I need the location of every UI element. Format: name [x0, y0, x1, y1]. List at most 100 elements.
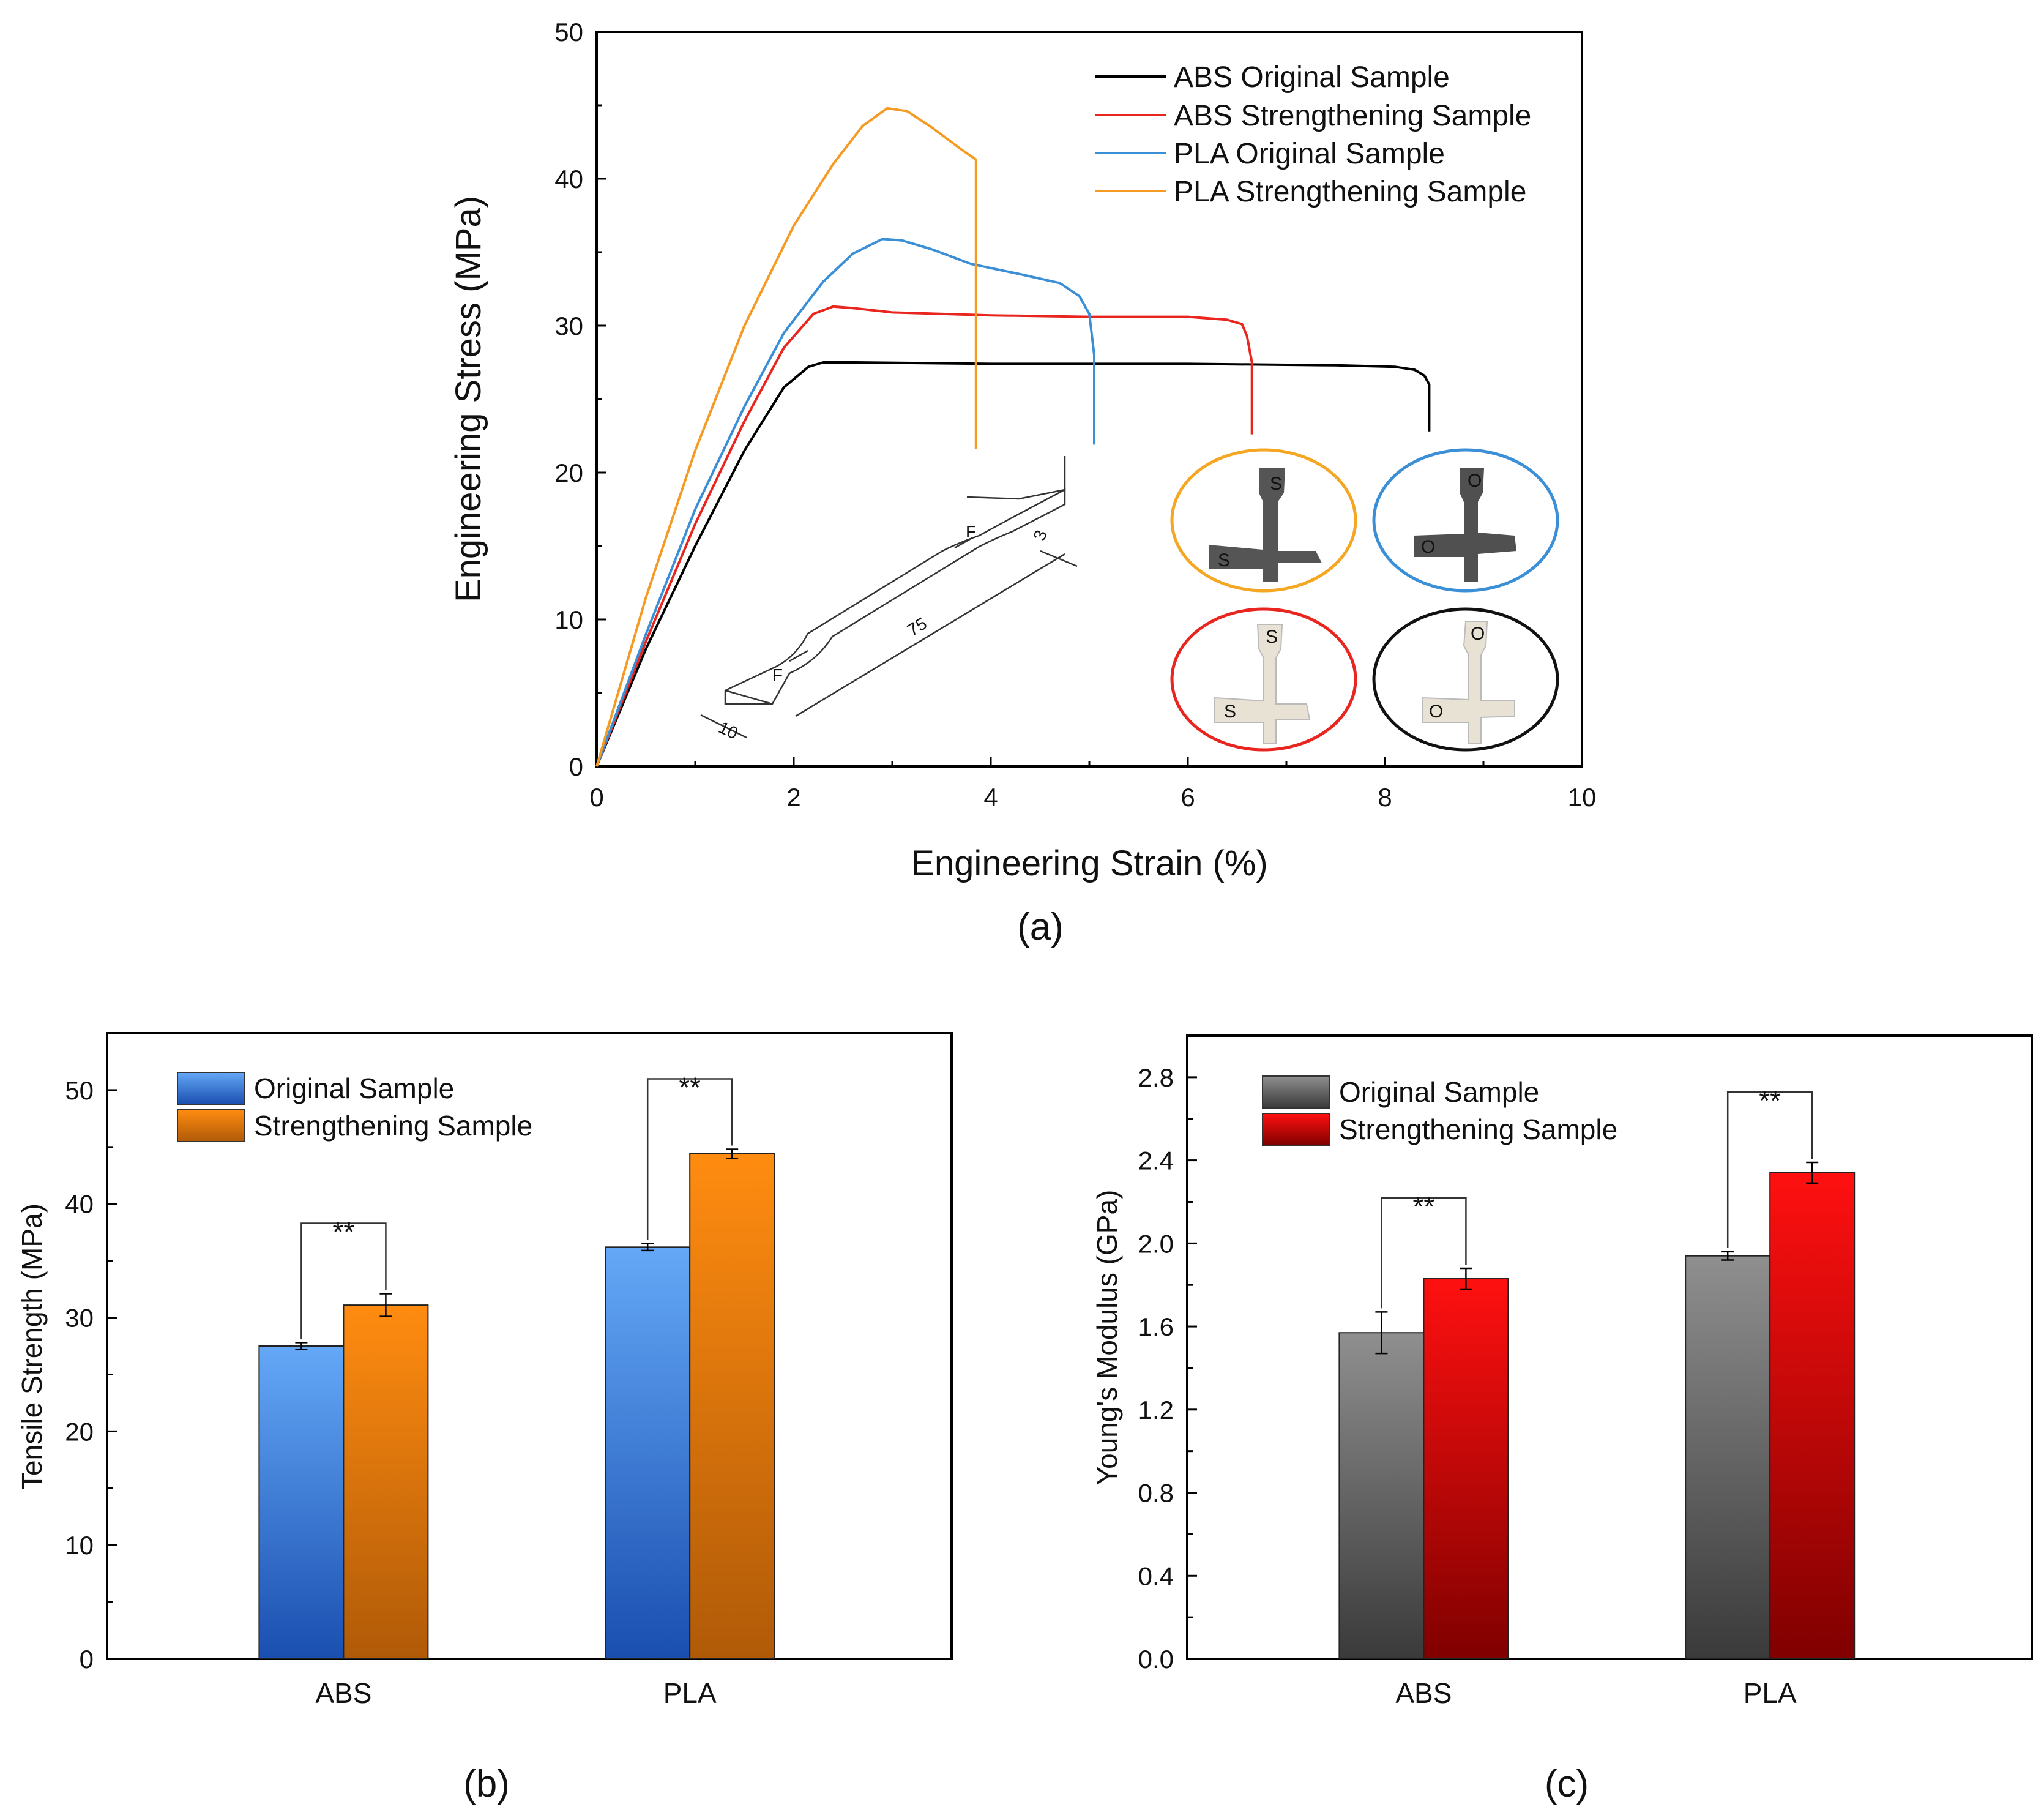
legend-label-c-strengthening: Strengthening Sample [1339, 1113, 1617, 1145]
series-line-0 [595, 361, 1431, 767]
photo-label-o-2: O [1421, 537, 1435, 557]
panel-b-caption: (b) [463, 1763, 510, 1805]
series-line-2 [595, 238, 1095, 767]
specimen-photos: S S O O S S O O [1170, 448, 1559, 752]
specimen-outline [724, 488, 1066, 705]
bar-pla-strengthening [1769, 1172, 1856, 1659]
panel-b-legend: Original Sample Strengthening Sample [177, 1072, 532, 1142]
panel-c-caption: (c) [1545, 1763, 1589, 1805]
legend-label-pla-original: PLA Original Sample [1174, 138, 1445, 170]
diagram-label-f-left: F [772, 665, 783, 684]
ytick-label: 0.8 [1138, 1479, 1174, 1508]
bar-abs-strengthening [1423, 1278, 1509, 1659]
bar-pla-strengthening [689, 1153, 775, 1659]
photo-label-s-4: S [1224, 701, 1236, 722]
ytick-label: 50 [65, 1076, 94, 1105]
ytick-label: 30 [65, 1304, 94, 1333]
xtick-label-abs: ABS [1395, 1677, 1452, 1709]
significance-bracket [646, 1078, 733, 1240]
xtick-label-pla: PLA [1744, 1677, 1797, 1709]
legend-label-abs-strengthening: ABS Strengthening Sample [1174, 100, 1531, 132]
ytick-label: 0 [80, 1645, 94, 1674]
ytick-label: 2.8 [1138, 1063, 1174, 1092]
photo-label-o-3: O [1471, 624, 1485, 644]
bar-pla-original [605, 1246, 691, 1659]
ytick-label: 2.4 [1138, 1147, 1174, 1175]
ytick-label: 40 [65, 1190, 94, 1219]
diagram-label-f-right: F [966, 522, 976, 541]
photo-label-o-4: O [1429, 701, 1443, 722]
panel-a-xlabel: Engineering Strain (%) [911, 844, 1268, 883]
panel-b-ticks: 0 10 20 30 40 50 ABS PLA [65, 1076, 717, 1709]
panel-b-frame [106, 1032, 953, 1660]
dim-line-10 [700, 714, 747, 739]
photo-abs-strengthening-specimen [1214, 624, 1311, 744]
panel-a-ylabel: Engineering Stress (MPa) [449, 196, 488, 602]
significance-label: ** [679, 1072, 701, 1104]
panel-a-xtick-label: 4 [983, 783, 998, 812]
panel-c-ticks: 0.0 0.4 0.8 1.2 1.6 2.0 2.4 2.8 ABS PLA [1138, 1063, 1797, 1709]
significance-bracket [300, 1222, 387, 1339]
ytick-label: 0.4 [1138, 1562, 1174, 1590]
panel-a-xtick-label: 2 [786, 783, 800, 812]
panel-c: 0.0 0.4 0.8 1.2 1.6 2.0 2.4 2.8 ABS PLA ** ** Youn… [1091, 1034, 2033, 1805]
photo-label-s-1: S [1270, 474, 1282, 494]
panel-a-ytick-label: 20 [554, 458, 583, 487]
panel-a-ytick-label: 10 [554, 605, 583, 634]
panel-a-xtick-label: 8 [1378, 783, 1392, 812]
panel-a-xtick-label: 0 [589, 783, 603, 812]
photo-label-s-3: S [1266, 627, 1278, 647]
force-arrow-left [789, 649, 808, 662]
legend-label-c-original: Original Sample [1339, 1076, 1539, 1108]
specimen-top-edge [966, 488, 1065, 500]
panel-b: 0 10 20 30 40 50 ABS PLA ** ** Tensile Strength … [16, 1032, 953, 1805]
ytick-label: 10 [65, 1531, 94, 1560]
series-line-3 [595, 107, 977, 767]
force-arrow-right [954, 536, 974, 549]
significance-label: ** [1759, 1085, 1781, 1117]
legend-label-b-strengthening: Strengthening Sample [254, 1110, 532, 1142]
panel-a-legend: ABS Original Sample ABS Strengthening Sa… [1095, 61, 1531, 208]
xtick-label-abs: ABS [315, 1677, 371, 1709]
panel-a-ytick-label: 30 [554, 312, 583, 340]
legend-swatch-b-strengthening [177, 1109, 245, 1142]
panel-a-xtick-label: 6 [1181, 783, 1195, 812]
significance-label: ** [1412, 1191, 1434, 1222]
panel-a: 0 2 4 6 8 10 0 10 20 30 40 50 Engineering Strain (%… [449, 18, 1596, 948]
specimen-diagram [700, 456, 1078, 739]
significance-label: ** [332, 1216, 354, 1248]
panel-a-series [595, 107, 1431, 767]
series-line-1 [595, 305, 1253, 767]
legend-label-abs-original: ABS Original Sample [1174, 61, 1450, 94]
panel-a-ytick-label: 0 [569, 752, 583, 781]
panel-a-ytick-label: 50 [554, 18, 583, 47]
photo-label-o-1: O [1468, 471, 1482, 491]
ytick-label: 20 [65, 1417, 94, 1446]
specimen-edge [725, 689, 773, 705]
ytick-label: 1.6 [1138, 1312, 1174, 1341]
panel-a-caption: (a) [1017, 906, 1064, 948]
panel-c-frame [1186, 1034, 2033, 1660]
significance-bracket [1726, 1091, 1813, 1248]
panel-a-ytick-label: 40 [554, 165, 583, 193]
significance-bracket [1381, 1197, 1467, 1309]
ytick-label: 0.0 [1138, 1645, 1174, 1674]
photo-label-s-2: S [1218, 550, 1230, 570]
panel-c-bars: ** ** [1338, 1085, 1856, 1659]
photo-abs-original-specimen [1422, 621, 1515, 744]
photo-pla-strengthening-specimen [1209, 468, 1322, 582]
panel-c-ylabel: Young's Modulus (GPa) [1091, 1190, 1123, 1486]
bar-abs-original [1338, 1332, 1425, 1659]
diagram-label-75: 75 [904, 614, 930, 640]
legend-label-pla-strengthening: PLA Strengthening Sample [1174, 176, 1526, 208]
panel-b-ylabel: Tensile Strength (MPa) [16, 1203, 48, 1490]
ytick-label: 1.2 [1138, 1396, 1174, 1424]
xtick-label-pla: PLA [663, 1677, 717, 1709]
dim-tick [1040, 550, 1078, 567]
panel-b-bars: ** ** [258, 1072, 775, 1659]
panel-a-xtick-label: 10 [1568, 783, 1597, 812]
bar-abs-original [258, 1345, 345, 1659]
legend-swatch-c-strengthening [1262, 1113, 1330, 1146]
bar-abs-strengthening [343, 1304, 429, 1659]
